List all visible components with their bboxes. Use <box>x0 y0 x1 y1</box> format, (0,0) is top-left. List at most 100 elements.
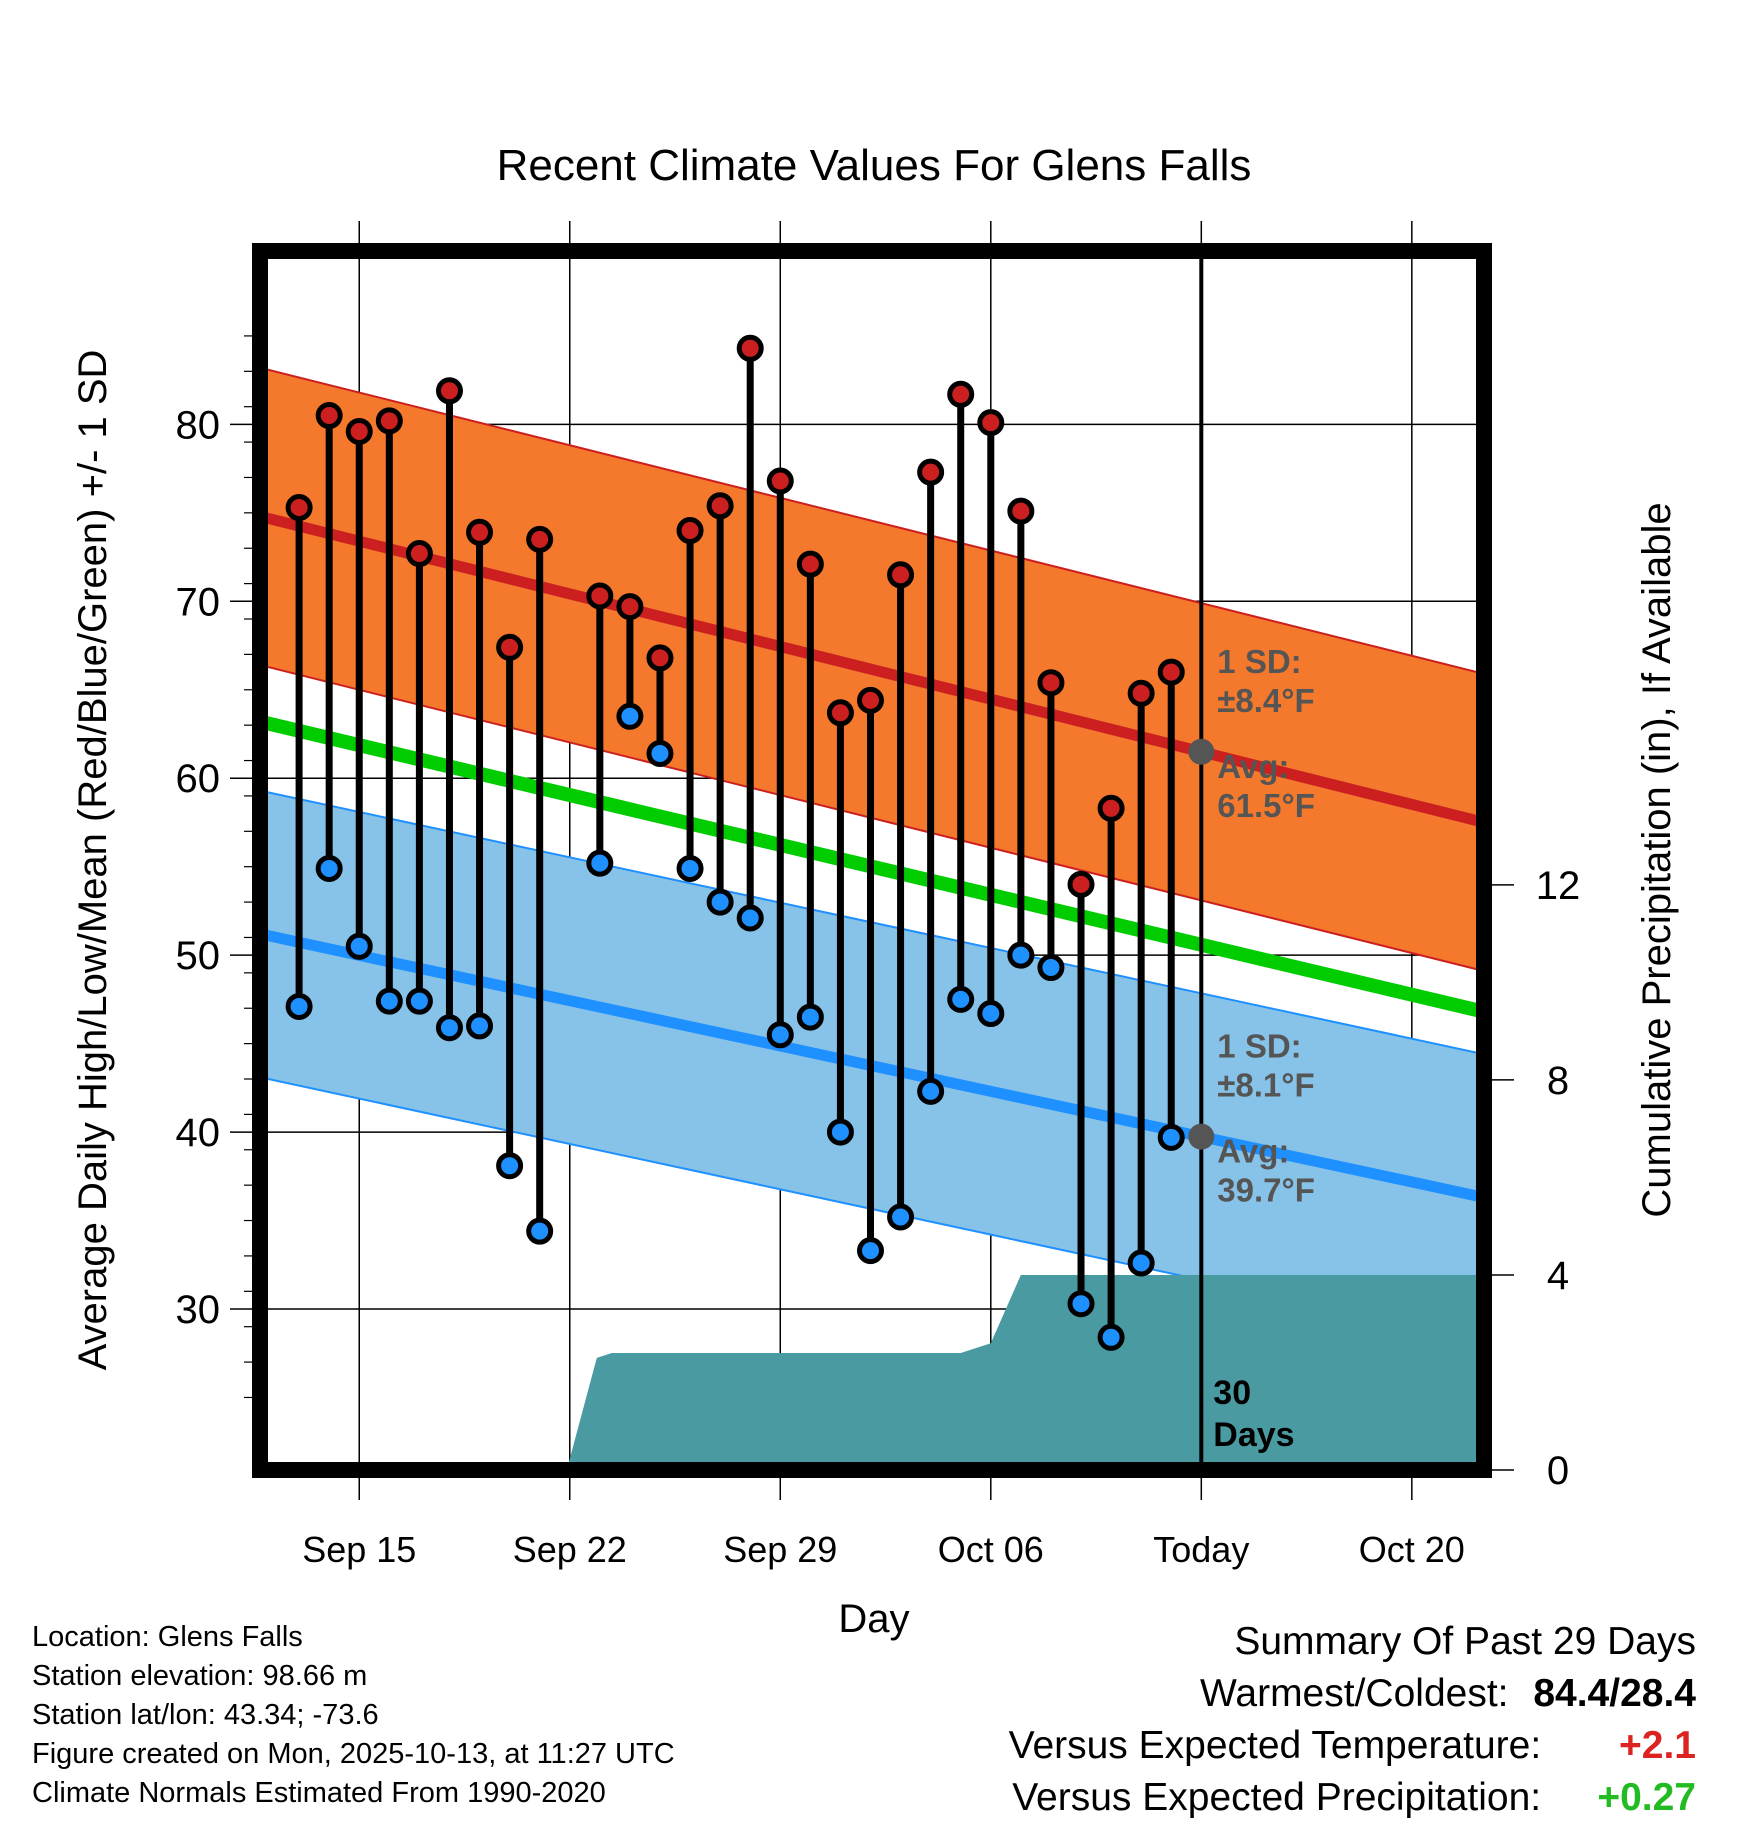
daily-high-point <box>466 518 494 546</box>
summary-temp-value: +2.1 <box>1619 1724 1696 1767</box>
high-avg-value: 61.5°F <box>1217 787 1315 824</box>
summary-temp-row: Versus Expected Temperature: +2.1 <box>1009 1720 1696 1772</box>
x-tick-label: Sep 15 <box>302 1529 416 1570</box>
daily-low-point <box>917 1077 945 1105</box>
daily-high-point <box>1037 669 1065 697</box>
daily-low-point <box>1097 1323 1125 1351</box>
daily-high-point <box>345 417 373 445</box>
daily-high-point <box>917 458 945 486</box>
y2-axis-label: Cumulative Precipitation (in), If Availa… <box>1635 502 1679 1217</box>
daily-low-point <box>766 1021 794 1049</box>
plot-frame <box>252 243 1492 1478</box>
daily-low-point <box>1037 954 1065 982</box>
summary-warm-cold-label: Warmest/Coldest: <box>1200 1672 1509 1715</box>
daily-low-point <box>887 1203 915 1231</box>
summary-precip-label: Versus Expected Precipitation: <box>1012 1776 1542 1819</box>
daily-low-point <box>466 1012 494 1040</box>
y2-tick-label: 12 <box>1536 864 1581 908</box>
daily-low-point <box>736 904 764 932</box>
y-tick-label: 50 <box>176 934 221 978</box>
daily-high-point <box>526 525 554 553</box>
daily-low-point <box>796 1003 824 1031</box>
daily-high-point <box>736 334 764 362</box>
low-avg-label: Avg: <box>1217 1133 1289 1170</box>
daily-low-point <box>1127 1249 1155 1277</box>
y2-tick-label: 8 <box>1547 1059 1569 1103</box>
precip-area <box>566 1274 1484 1470</box>
days-word-label: Days <box>1213 1416 1294 1454</box>
high-normal-line <box>260 511 1484 828</box>
low-avg-value: 39.7°F <box>1217 1172 1315 1209</box>
days-count-label: 30 <box>1213 1374 1251 1412</box>
summary-warm-cold-row: Warmest/Coldest: 84.4/28.4 <box>1009 1668 1696 1720</box>
x-tick-label: Sep 29 <box>723 1529 837 1570</box>
summary-temp-label: Versus Expected Temperature: <box>1008 1724 1542 1767</box>
daily-high-point <box>856 686 884 714</box>
summary-precip-row: Versus Expected Precipitation: +0.27 <box>1009 1772 1696 1824</box>
daily-low-point <box>646 739 674 767</box>
chart-title: Recent Climate Values For Glens Falls <box>497 141 1252 190</box>
daily-low-point <box>405 987 433 1015</box>
summary-warm-cold-value: 84.4/28.4 <box>1533 1672 1696 1715</box>
daily-low-point <box>345 932 373 960</box>
daily-low-point <box>375 987 403 1015</box>
footer-normals: Climate Normals Estimated From 1990-2020 <box>32 1777 606 1809</box>
daily-low-point <box>616 702 644 730</box>
x-tick-label: Today <box>1153 1529 1249 1570</box>
daily-high-point <box>616 593 644 621</box>
daily-high-point <box>947 380 975 408</box>
y-tick-label: 40 <box>176 1111 221 1155</box>
daily-high-point <box>285 494 313 522</box>
y-tick-label: 70 <box>176 580 221 624</box>
daily-high-point <box>315 402 343 430</box>
daily-low-point <box>676 854 704 882</box>
daily-low-point <box>526 1217 554 1245</box>
daily-low-point <box>496 1152 524 1180</box>
footer-elevation: Station elevation: 98.66 m <box>32 1660 368 1692</box>
daily-low-point <box>1067 1290 1095 1318</box>
footer-location: Location: Glens Falls <box>32 1621 303 1653</box>
daily-high-point <box>977 409 1005 437</box>
y-tick-label: 80 <box>176 403 221 447</box>
daily-low-point <box>435 1014 463 1042</box>
plot-interior <box>260 251 1484 1470</box>
summary-precip-value: +0.27 <box>1597 1776 1696 1819</box>
y-tick-label: 30 <box>176 1288 221 1332</box>
footer-created: Figure created on Mon, 2025-10-13, at 11… <box>32 1738 675 1770</box>
daily-high-point <box>586 582 614 610</box>
daily-low-point <box>285 992 313 1020</box>
high-sd-label: 1 SD: <box>1217 643 1301 680</box>
today-high-avg-marker <box>1188 738 1215 765</box>
y-axis-label: Average Daily High/Low/Mean (Red/Blue/Gr… <box>71 350 115 1371</box>
summary-title: Summary Of Past 29 Days <box>1234 1620 1696 1663</box>
daily-high-point <box>826 699 854 727</box>
daily-high-point <box>887 561 915 589</box>
x-tick-label: Oct 06 <box>938 1529 1044 1570</box>
daily-high-point <box>375 407 403 435</box>
daily-high-point <box>405 540 433 568</box>
daily-high-point <box>706 492 734 520</box>
low-sd-label: 1 SD: <box>1217 1028 1301 1065</box>
high-avg-label: Avg: <box>1217 748 1289 785</box>
today-low-avg-marker <box>1188 1123 1215 1150</box>
high-sd-value: ±8.4°F <box>1217 682 1314 719</box>
daily-low-point <box>706 888 734 916</box>
daily-high-point <box>435 377 463 405</box>
low-sd-value: ±8.1°F <box>1217 1067 1314 1104</box>
daily-high-point <box>1067 870 1095 898</box>
daily-low-point <box>315 854 343 882</box>
x-tick-label: Oct 20 <box>1359 1529 1465 1570</box>
daily-low-point <box>947 985 975 1013</box>
y2-tick-label: 0 <box>1547 1449 1569 1493</box>
y-tick-label: 60 <box>176 757 221 801</box>
daily-low-point <box>1157 1123 1185 1151</box>
x-axis-label: Day <box>838 1597 909 1641</box>
daily-high-point <box>1127 679 1155 707</box>
daily-high-point <box>1007 497 1035 525</box>
daily-low-point <box>826 1118 854 1146</box>
daily-high-point <box>646 644 674 672</box>
daily-high-point <box>496 633 524 661</box>
daily-high-point <box>796 550 824 578</box>
